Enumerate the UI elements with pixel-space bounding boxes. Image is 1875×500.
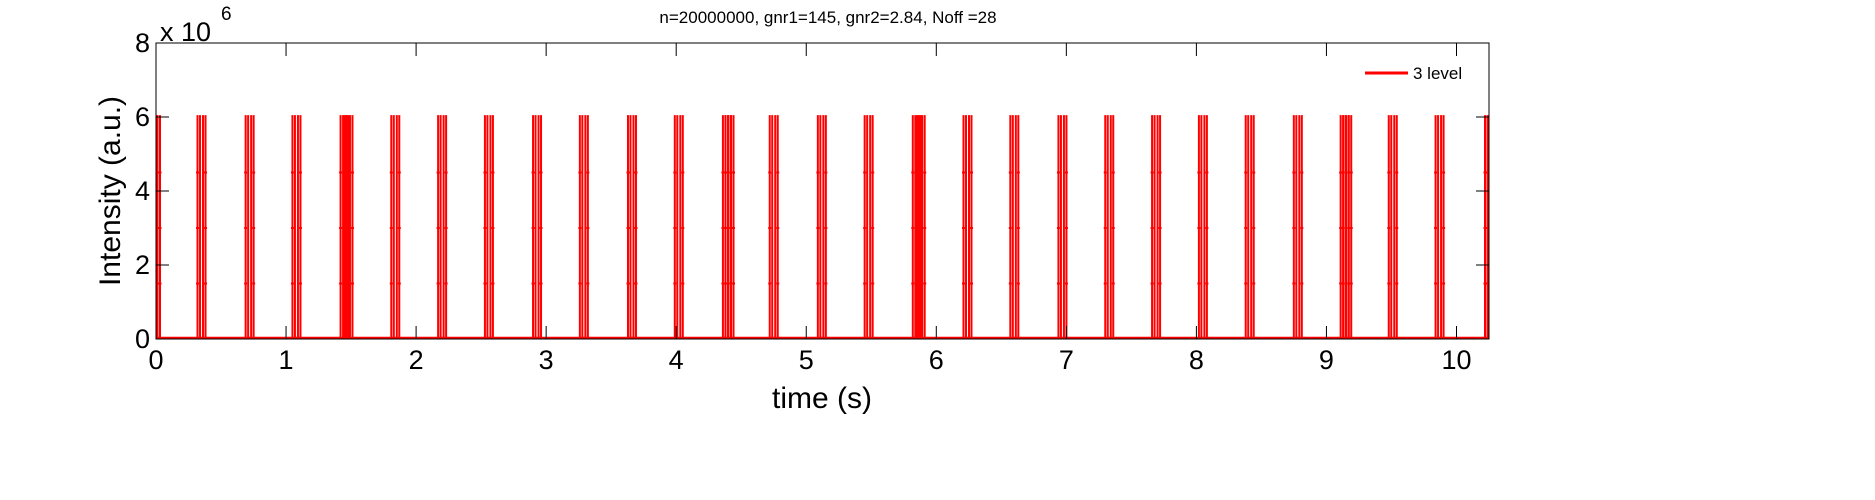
legend-label-3-level: 3 level [1413,64,1462,83]
x-tick-label: 8 [1189,345,1204,375]
pulse-spike [483,115,495,338]
pulse-spike [1103,115,1115,338]
pulse-spike [196,115,208,338]
x-tick-label: 0 [148,345,163,375]
x-tick-label: 10 [1441,345,1471,375]
plot-area: 0 1 2 3 4 5 6 7 8 9 10 0 2 4 6 8 [135,28,1490,375]
x-tick-label: 3 [539,345,554,375]
x-tick-label: 5 [799,345,814,375]
pulse-spike [244,115,256,338]
tick-layer: 0 1 2 3 4 5 6 7 8 9 10 0 2 4 6 8 [135,28,1489,375]
pulse-spike [863,115,875,338]
x-tick-label: 9 [1319,345,1334,375]
pulse-spike [1483,115,1489,338]
y-tick-label: 2 [135,250,150,280]
x-tick-label: 7 [1059,345,1074,375]
chart-title: n=20000000, gnr1=145, gnr2=2.84, Noff =2… [659,8,996,27]
x-tick-label: 1 [279,345,294,375]
x-axis-label: time (s) [772,382,872,415]
series-layer [156,115,1489,340]
pulse-spike [389,115,401,338]
x-tick-label: 4 [669,345,684,375]
legend: 3 level [1365,64,1462,83]
pulse-spike [531,115,543,338]
pulse-spike [626,115,638,338]
pulse-spike [1434,115,1446,338]
pulse-spike [578,115,590,338]
series-3-level [156,115,1489,340]
y-tick-label: 0 [135,324,150,354]
x-tick-label: 6 [929,345,944,375]
pulse-spike [436,115,448,338]
pulse-spike [156,115,162,338]
pulse-spike [724,115,736,338]
y-tick-label: 8 [135,28,150,58]
pulse-spike [1056,115,1068,338]
pulse-spike [768,115,780,338]
pulse-spike [1341,115,1353,338]
y-axis-label: Intensity (a.u.) [94,96,127,286]
pulse-spike [915,115,927,338]
pulse-spike [1387,115,1399,338]
pulse-spike [1292,115,1304,338]
pulse-spike [673,115,685,338]
y-multiplier-base: x 10 [160,17,211,47]
y-tick-label: 6 [135,102,150,132]
x-tick-label: 2 [409,345,424,375]
pulse-spike [290,115,302,338]
pulse-spike [1150,115,1162,338]
pulse-spike [816,115,828,338]
pulse-spike [1244,115,1256,338]
y-tick-label: 4 [135,176,150,206]
pulse-spike [1197,115,1209,338]
pulse-spike [342,115,354,338]
pulse-spike [1008,115,1020,338]
pulse-spike [962,115,974,338]
y-multiplier-exponent: 6 [221,4,232,25]
